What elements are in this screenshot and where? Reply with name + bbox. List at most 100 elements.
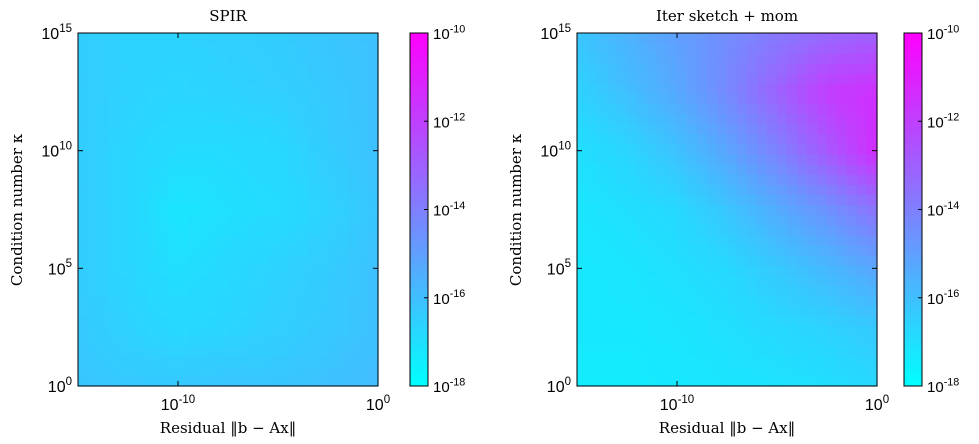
heatmap-cell: [677, 365, 688, 377]
heatmap-cell: [198, 355, 209, 367]
heatmap-cell: [128, 194, 139, 206]
heatmap-cell: [158, 345, 169, 357]
heatmap-cell: [288, 154, 299, 165]
heatmap-cell: [248, 285, 259, 296]
heatmap-cell: [288, 53, 299, 64]
heatmap-cell: [727, 83, 738, 95]
heatmap-cell: [667, 154, 678, 165]
heatmap-cell: [627, 184, 638, 195]
heatmap-cell: [727, 224, 738, 236]
heatmap-cell: [587, 365, 598, 377]
heatmap-cell: [368, 244, 379, 256]
heatmap-cell: [827, 83, 838, 95]
heatmap-cell: [358, 214, 369, 226]
heatmap-cell: [777, 224, 788, 236]
heatmap-cell: [98, 53, 109, 64]
heatmap-cell: [298, 123, 309, 135]
heatmap-cell: [827, 375, 838, 387]
heatmap-cell: [597, 164, 608, 175]
heatmap-cell: [807, 154, 818, 165]
heatmap-cell: [607, 103, 618, 115]
heatmap-cell: [168, 184, 179, 195]
heatmap-cell: [807, 143, 818, 155]
heatmap-cell: [867, 214, 878, 226]
heatmap-cell: [138, 133, 149, 145]
heatmap-cell: [248, 63, 259, 74]
heatmap-cell: [248, 53, 259, 64]
heatmap-cell: [747, 335, 758, 347]
heatmap-cell: [198, 63, 209, 74]
heatmap-cell: [657, 315, 668, 327]
heatmap-cell: [637, 224, 648, 236]
heatmap-cell: [577, 224, 588, 236]
heatmap-cell: [198, 264, 209, 276]
heatmap-cell: [577, 335, 588, 347]
heatmap-cell: [587, 264, 598, 276]
heatmap-cell: [697, 335, 708, 347]
heatmap-cell: [847, 254, 858, 266]
heatmap-cell: [358, 43, 369, 54]
heatmap-cell: [737, 113, 748, 125]
heatmap-cell: [737, 93, 748, 105]
heatmap-cell: [288, 244, 299, 256]
heatmap-cell: [98, 345, 109, 357]
heatmap-cell: [148, 194, 159, 206]
heatmap-cell: [148, 204, 159, 216]
heatmap-cell: [88, 164, 99, 175]
heatmap-cell: [797, 365, 808, 377]
heatmap-cell: [158, 184, 169, 195]
heatmap-cell: [607, 73, 618, 85]
y-tick-label: 105: [547, 258, 571, 278]
heatmap-cell: [268, 315, 279, 327]
heatmap-cell: [707, 365, 718, 377]
heatmap-cell: [318, 365, 329, 377]
heatmap-cell: [847, 295, 858, 306]
heatmap-cell: [617, 113, 628, 125]
heatmap-cell: [118, 154, 129, 165]
heatmap-cell: [228, 123, 239, 135]
heatmap-cell: [118, 234, 129, 246]
heatmap-cell: [807, 355, 818, 367]
heatmap-cell: [727, 204, 738, 216]
heatmap-cell: [697, 254, 708, 266]
heatmap-cell: [268, 164, 279, 175]
heatmap-cell: [338, 93, 349, 105]
heatmap-cell: [128, 264, 139, 276]
heatmap-cell: [747, 224, 758, 236]
heatmap-cell: [198, 184, 209, 195]
heatmap-cell: [348, 315, 359, 327]
heatmap-cell: [258, 113, 269, 125]
heatmap-cell: [657, 103, 668, 115]
y-axis-label: Condition number κ: [8, 133, 26, 286]
heatmap-cell: [837, 214, 848, 226]
heatmap-cell: [857, 234, 868, 246]
heatmap-cell: [268, 143, 279, 155]
heatmap-cell: [597, 254, 608, 266]
heatmap-cell: [88, 244, 99, 256]
heatmap-cell: [637, 164, 648, 175]
heatmap-cell: [158, 254, 169, 266]
heatmap-cell: [707, 345, 718, 357]
heatmap-cell: [817, 275, 828, 286]
heatmap-cell: [248, 33, 259, 44]
heatmap-cell: [148, 43, 159, 54]
heatmap-cell: [348, 133, 359, 145]
heatmap-cell: [208, 355, 219, 367]
heatmap-cell: [747, 174, 758, 185]
heatmap-cell: [338, 295, 349, 306]
heatmap-cell: [308, 113, 319, 125]
heatmap-cell: [787, 174, 798, 185]
heatmap-cell: [647, 264, 658, 276]
heatmap-cell: [677, 224, 688, 236]
heatmap-cell: [238, 194, 249, 206]
heatmap-cell: [258, 345, 269, 357]
heatmap-cell: [348, 244, 359, 256]
heatmap-cell: [707, 113, 718, 125]
heatmap-cell: [248, 295, 259, 306]
heatmap-cell: [677, 355, 688, 367]
heatmap-cell: [138, 184, 149, 195]
heatmap-cell: [787, 53, 798, 64]
heatmap-cell: [268, 275, 279, 286]
heatmap-cell: [797, 33, 808, 44]
